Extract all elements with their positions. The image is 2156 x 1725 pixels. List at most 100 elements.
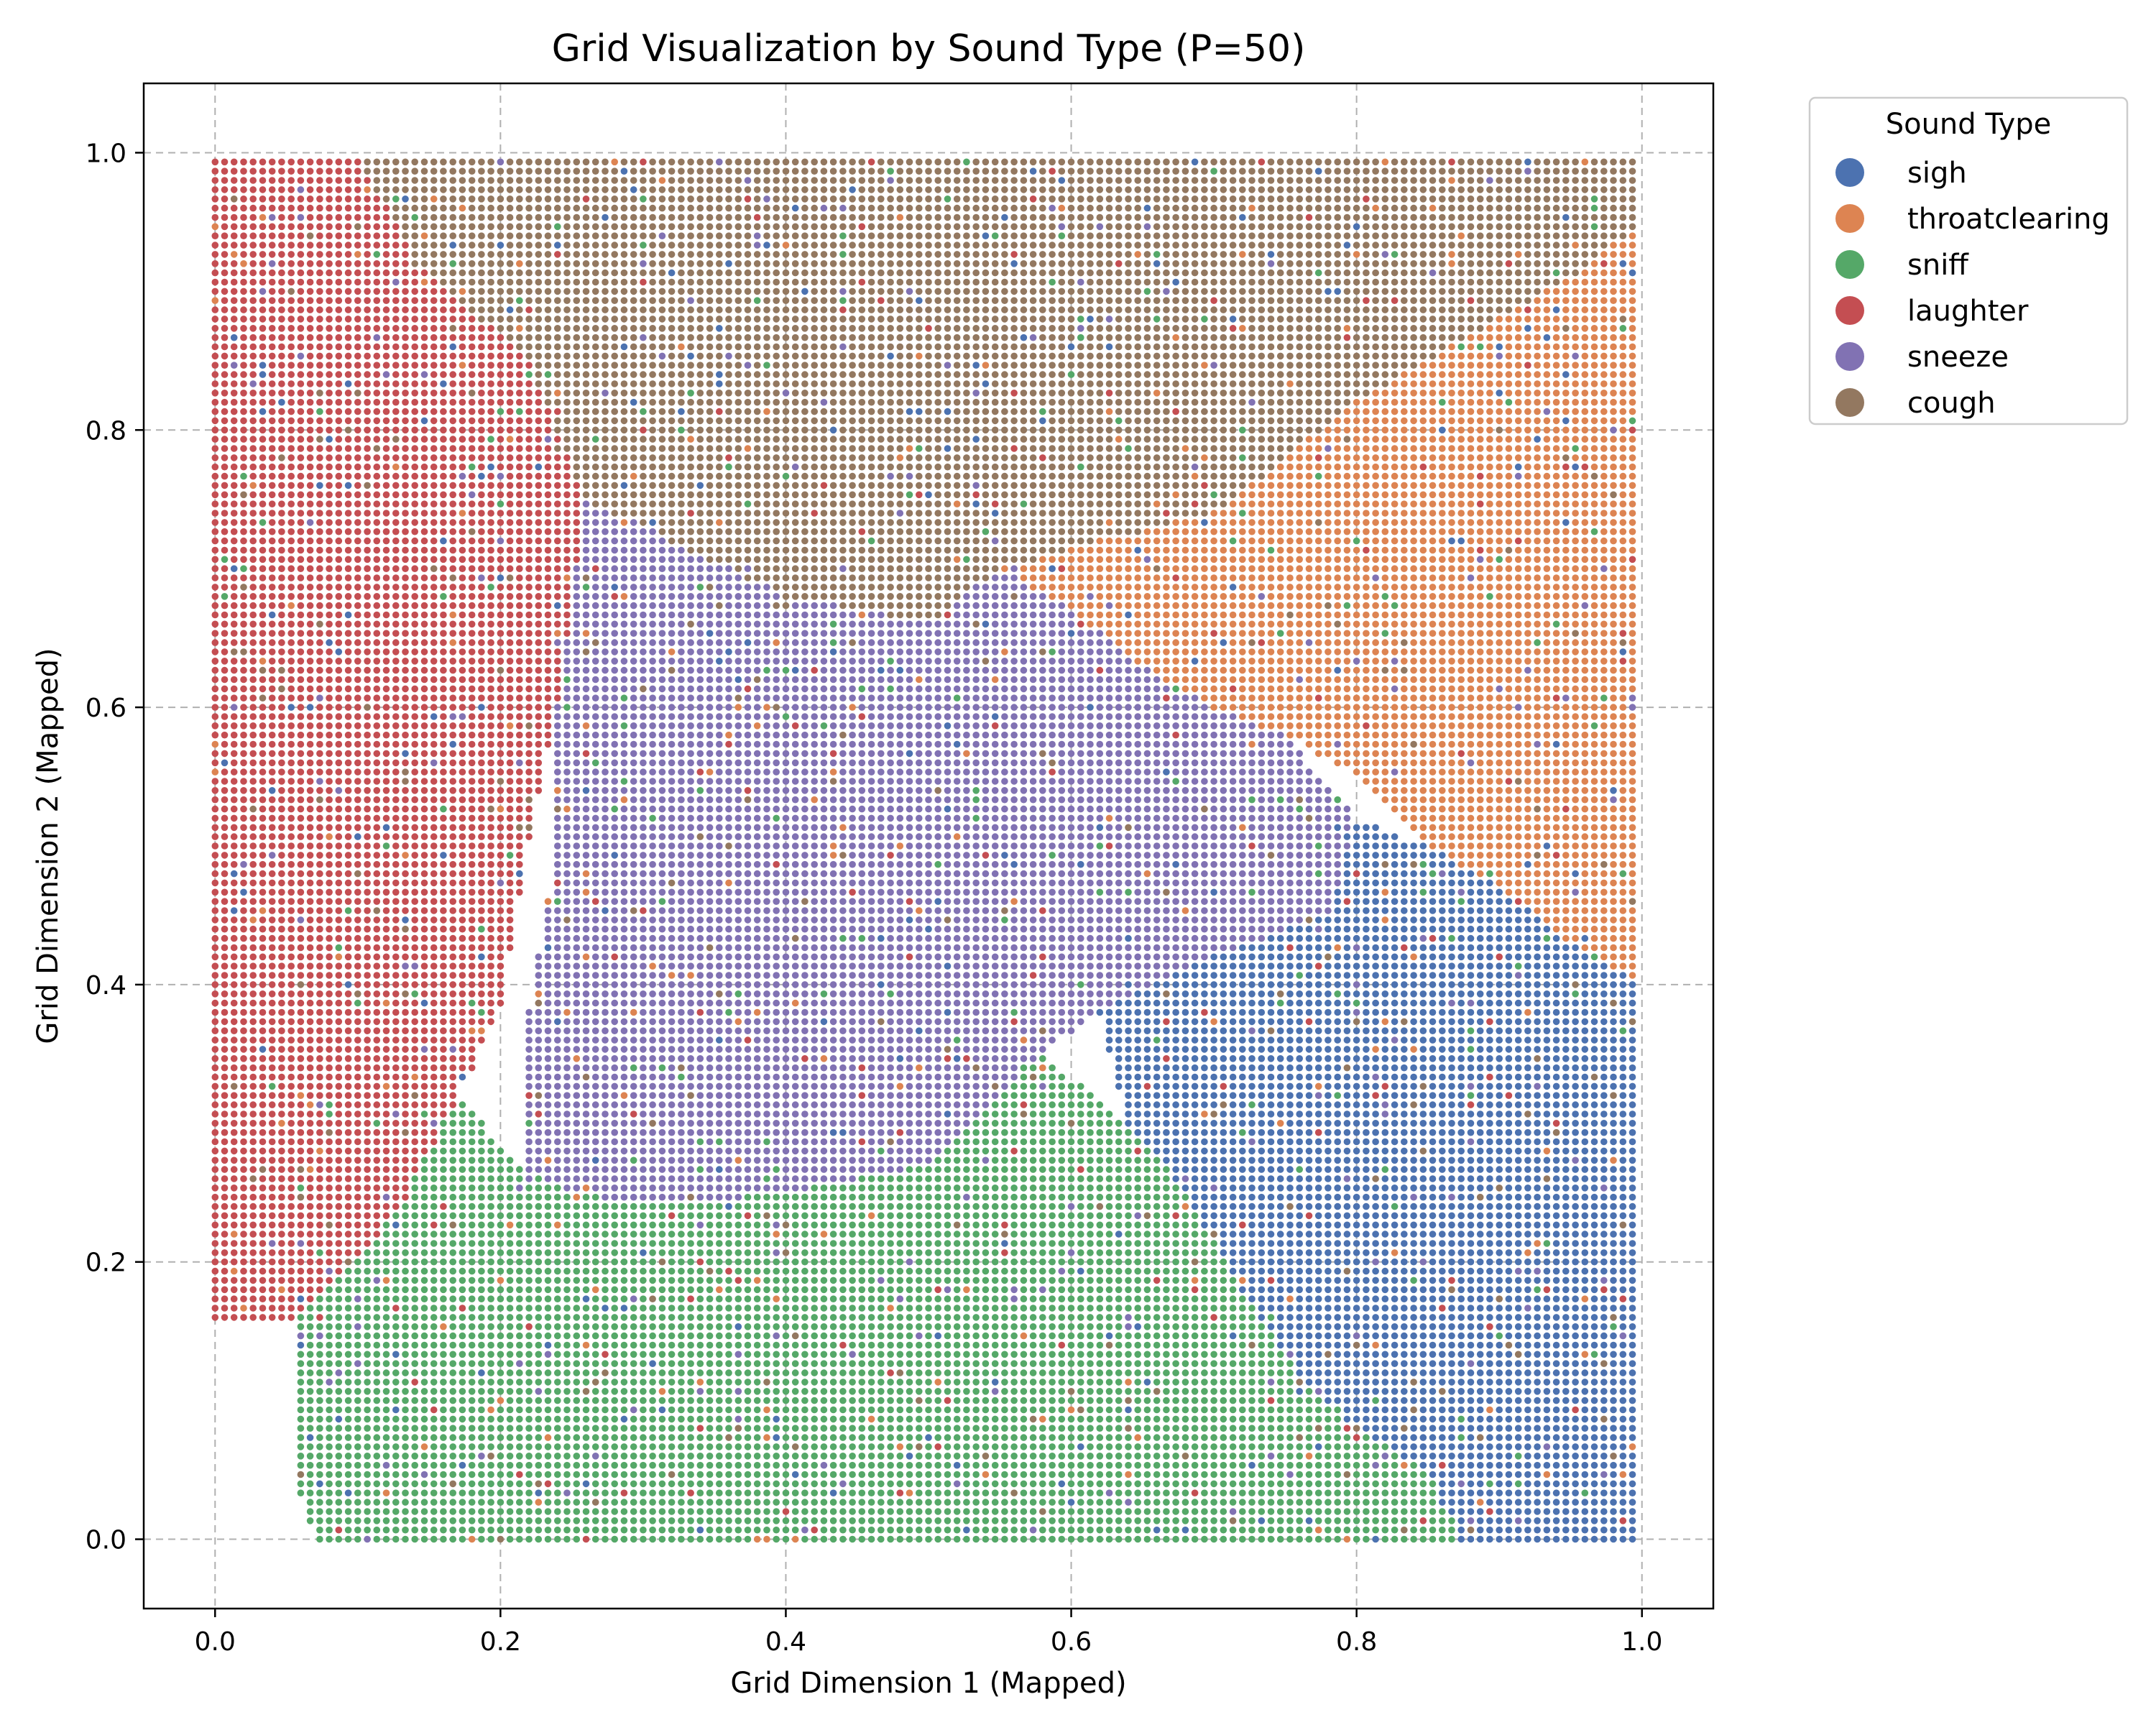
point-laughter bbox=[516, 740, 523, 748]
point-laughter bbox=[268, 204, 276, 212]
point-laughter bbox=[297, 269, 305, 277]
point-laughter bbox=[535, 565, 543, 572]
point-cough bbox=[278, 685, 285, 693]
point-laughter bbox=[249, 860, 257, 868]
point-sniff bbox=[335, 1341, 343, 1349]
point-laughter bbox=[364, 694, 371, 702]
point-sniff bbox=[516, 1240, 523, 1247]
point-laughter bbox=[373, 408, 381, 415]
point-laughter bbox=[278, 556, 285, 564]
point-laughter bbox=[373, 482, 381, 489]
point-sniff bbox=[440, 1341, 447, 1349]
point-laughter bbox=[335, 584, 343, 591]
point-laughter bbox=[297, 778, 305, 785]
point-laughter bbox=[411, 907, 418, 914]
point-laughter bbox=[230, 842, 238, 850]
point-laughter bbox=[430, 639, 438, 646]
point-laughter bbox=[297, 565, 305, 572]
point-throatclearing bbox=[544, 1156, 552, 1164]
point-laughter bbox=[306, 1184, 314, 1192]
point-laughter bbox=[268, 990, 276, 998]
point-laughter bbox=[287, 1156, 295, 1164]
point-laughter bbox=[373, 1027, 381, 1034]
point-laughter bbox=[430, 925, 438, 933]
point-laughter bbox=[440, 1073, 447, 1081]
point-sniff bbox=[392, 1249, 400, 1256]
point-laughter bbox=[278, 824, 285, 832]
point-sniff bbox=[344, 1369, 352, 1376]
point-sniff bbox=[459, 1184, 466, 1192]
point-laughter bbox=[268, 898, 276, 905]
point-throatclearing bbox=[249, 916, 257, 924]
point-laughter bbox=[354, 556, 361, 564]
point-laughter bbox=[221, 1064, 229, 1072]
point-throatclearing bbox=[459, 510, 466, 517]
point-cough bbox=[487, 232, 494, 240]
point-sniff bbox=[525, 1202, 533, 1210]
point-sniff bbox=[382, 1258, 390, 1266]
point-laughter bbox=[326, 371, 333, 378]
point-laughter bbox=[373, 722, 381, 730]
point-laughter bbox=[240, 297, 247, 305]
point-laughter bbox=[392, 251, 400, 258]
point-laughter bbox=[259, 1286, 267, 1294]
point-laughter bbox=[430, 824, 438, 832]
point-sniff bbox=[535, 1221, 543, 1229]
point-sneeze bbox=[525, 1073, 533, 1081]
point-cough bbox=[516, 288, 523, 295]
point-laughter bbox=[487, 694, 494, 702]
point-sniff bbox=[535, 1184, 543, 1192]
point-sneeze bbox=[459, 713, 466, 720]
point-laughter bbox=[326, 417, 333, 425]
point-laughter bbox=[335, 1166, 343, 1173]
point-laughter bbox=[287, 768, 295, 776]
point-laughter bbox=[249, 593, 257, 600]
point-laughter bbox=[440, 491, 447, 499]
point-laughter bbox=[402, 860, 409, 868]
point-laughter bbox=[259, 204, 267, 212]
point-laughter bbox=[354, 463, 361, 471]
point-laughter bbox=[516, 778, 523, 785]
point-sniff bbox=[420, 1489, 428, 1496]
point-laughter bbox=[230, 685, 238, 693]
point-sniff bbox=[535, 1202, 543, 1210]
point-sniff bbox=[487, 1240, 494, 1247]
point-sniff bbox=[440, 1397, 447, 1404]
point-laughter bbox=[535, 658, 543, 665]
point-sniff bbox=[411, 1480, 418, 1488]
point-laughter bbox=[478, 860, 485, 868]
point-laughter bbox=[221, 925, 229, 933]
point-laughter bbox=[326, 713, 333, 720]
point-laughter bbox=[278, 426, 285, 434]
point-sigh bbox=[449, 242, 456, 249]
point-laughter bbox=[411, 306, 418, 313]
point-laughter bbox=[430, 491, 438, 499]
point-laughter bbox=[335, 740, 343, 748]
point-cough bbox=[478, 260, 485, 267]
point-sniff bbox=[373, 1508, 381, 1515]
point-sniff bbox=[354, 1276, 361, 1284]
point-laughter bbox=[259, 574, 267, 581]
point-laughter bbox=[364, 888, 371, 896]
point-laughter bbox=[297, 602, 305, 610]
point-laughter bbox=[402, 408, 409, 415]
point-laughter bbox=[306, 556, 314, 564]
point-laughter bbox=[278, 1036, 285, 1044]
point-laughter bbox=[211, 842, 219, 850]
point-laughter bbox=[354, 278, 361, 286]
point-laughter bbox=[354, 1008, 361, 1016]
point-laughter bbox=[259, 888, 267, 896]
point-sniff bbox=[420, 1193, 428, 1201]
point-laughter bbox=[211, 1314, 219, 1321]
point-laughter bbox=[326, 685, 333, 693]
point-laughter bbox=[392, 297, 400, 305]
point-laughter bbox=[316, 1267, 323, 1275]
point-laughter bbox=[487, 1018, 494, 1026]
point-laughter bbox=[497, 768, 505, 776]
point-laughter bbox=[335, 454, 343, 461]
point-laughter bbox=[221, 805, 229, 813]
point-sniff bbox=[402, 1397, 409, 1404]
point-sniff bbox=[487, 1443, 494, 1450]
point-laughter bbox=[221, 1230, 229, 1238]
point-sniff bbox=[335, 1499, 343, 1506]
